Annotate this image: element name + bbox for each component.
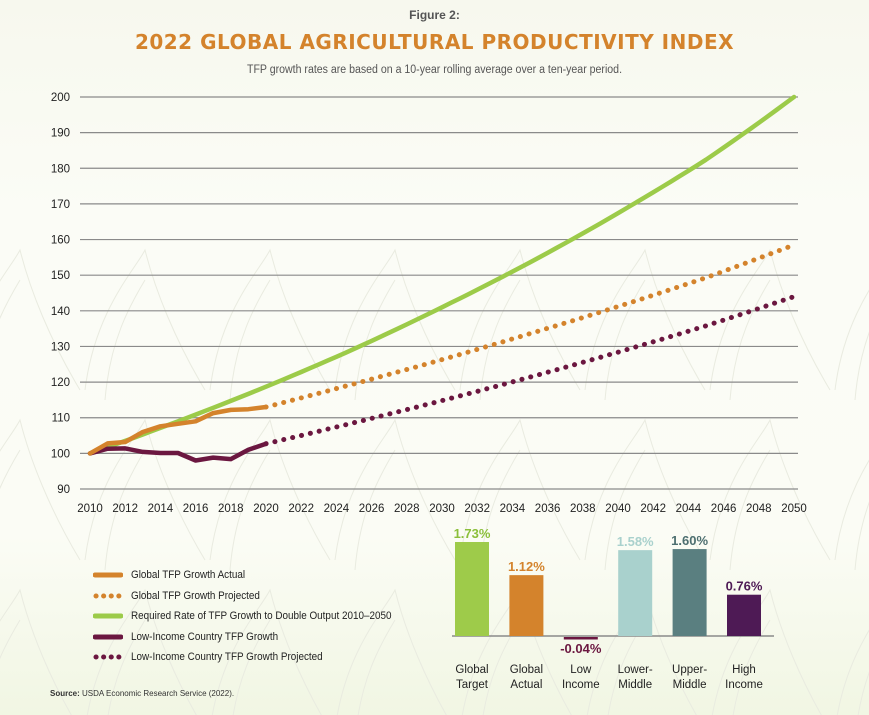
y-axis-ticks: 90 100 110 120 130 140 150 160 170 180 190 200 (51, 92, 70, 496)
legend-label: Global TFP Growth Projected (131, 589, 260, 602)
bar-category-label: Global (510, 664, 543, 676)
bar-value-label: 1.58% (617, 534, 654, 549)
legend-swatch-solid-maroon (93, 634, 123, 640)
series-line-low-income (87, 441, 269, 463)
legend-label: Global TFP Growth Actual (131, 569, 246, 582)
chart-subtitle: TFP growth rates are based on a 10-year … (246, 64, 623, 76)
legend-item-low-income-projected: Low-Income Country TFP Growth Projected (93, 647, 420, 668)
bar-category-label: Low (570, 664, 592, 676)
bar-lower-middle (618, 550, 653, 636)
bar-global-actual (509, 575, 544, 636)
legend-swatch-dotted-maroon (93, 654, 123, 660)
bars: 1.73% Global Target 1.12% Global Actual -0.04%… (452, 526, 774, 691)
line-chart: 90 100 110 120 130 140 150 160 170 180 190 200 2010… (51, 92, 807, 515)
x-tick-label: 2042 (640, 503, 666, 515)
x-tick-label: 2044 (676, 503, 702, 515)
bar-category-label: Lower- (618, 664, 653, 676)
y-tick-label: 90 (57, 484, 70, 496)
y-tick-label: 110 (52, 413, 70, 425)
bar-category-label: Middle (673, 679, 707, 691)
legend-label: Low-Income Country TFP Growth (131, 630, 279, 643)
bar-low-income (563, 637, 598, 640)
legend-swatch-solid-orange (93, 572, 123, 578)
series-lines (87, 94, 797, 463)
x-tick-label: 2012 (112, 503, 138, 515)
y-tick-label: 170 (51, 199, 70, 211)
x-tick-label: 2032 (464, 503, 490, 515)
chart-title: 2022 GLOBAL AGRICULTURAL PRODUCTIVITY IN… (134, 30, 735, 54)
y-tick-label: 180 (51, 163, 70, 175)
bar-category-label: Income (562, 679, 600, 691)
legend-item-required: Required Rate of TFP Growth to Double Ou… (93, 606, 420, 627)
x-tick-label: 2020 (253, 503, 279, 515)
x-tick-label: 2040 (605, 503, 631, 515)
bar-category-label: Actual (510, 679, 542, 691)
figure-label: Figure 2: (409, 8, 460, 22)
bar-category-label: Global (455, 664, 488, 676)
series-line-global-actual (87, 404, 269, 456)
bar-category-label: Income (725, 679, 763, 691)
legend-swatch-dotted-orange (93, 593, 123, 599)
y-tick-label: 150 (51, 270, 70, 282)
bar-category-label: Upper- (672, 664, 707, 676)
bar-value-label: 1.73% (454, 526, 491, 541)
x-tick-label: 2030 (429, 503, 455, 515)
x-tick-label: 2022 (288, 503, 314, 515)
legend-label: Low-Income Country TFP Growth Projected (131, 651, 323, 664)
bar-global-target (455, 542, 489, 636)
bar-value-label: 1.12% (508, 559, 545, 574)
bar-category-label: High (732, 664, 756, 676)
y-tick-label: 200 (51, 92, 70, 104)
x-tick-label: 2046 (711, 503, 737, 515)
source-label: Source: (50, 689, 80, 698)
bar-category-label: Middle (618, 679, 652, 691)
x-tick-label: 2024 (324, 503, 350, 515)
x-tick-label: 2026 (359, 503, 385, 515)
source-text: USDA Economic Research Service (2022). (79, 689, 235, 698)
x-tick-label: 2038 (570, 503, 596, 515)
x-tick-label: 2016 (183, 503, 209, 515)
legend-item-low-income: Low-Income Country TFP Growth (93, 627, 420, 648)
series-line-low-income-projected (263, 294, 797, 447)
y-tick-label: 100 (51, 448, 70, 460)
bar-value-label: -0.04% (560, 641, 602, 656)
y-tick-label: 120 (51, 377, 70, 389)
bar-category-label: Target (456, 679, 489, 691)
legend-item-global-actual: Global TFP Growth Actual (93, 565, 420, 586)
source-note: Source: USDA Economic Research Service (… (50, 689, 234, 698)
x-tick-label: 2048 (746, 503, 772, 515)
x-tick-label: 2014 (148, 503, 174, 515)
legend: Global TFP Growth Actual Global TFP Grow… (93, 565, 420, 668)
x-tick-label: 2018 (218, 503, 244, 515)
x-tick-label: 2034 (500, 503, 526, 515)
x-tick-label: 2028 (394, 503, 420, 515)
legend-swatch-solid-green (93, 613, 123, 619)
legend-item-global-projected: Global TFP Growth Projected (93, 586, 420, 607)
series-line-global-projected (263, 242, 797, 410)
legend-label: Required Rate of TFP Growth to Double Ou… (131, 610, 392, 623)
bar-high-income (727, 594, 761, 636)
bar-value-label: 0.76% (726, 579, 763, 594)
x-tick-label: 2010 (77, 503, 103, 515)
x-tick-label: 2050 (781, 503, 807, 515)
series-line-required (87, 94, 797, 456)
y-tick-label: 140 (51, 306, 70, 318)
y-tick-label: 190 (51, 128, 70, 140)
y-tick-label: 130 (51, 341, 70, 353)
x-axis-ticks: 2010 2012 2014 2016 2018 2020 2022 2024 2026 2028… (77, 503, 807, 515)
y-tick-label: 160 (51, 235, 70, 247)
bar-upper-middle (672, 549, 707, 636)
x-tick-label: 2036 (535, 503, 561, 515)
bar-value-label: 1.60% (671, 533, 708, 548)
